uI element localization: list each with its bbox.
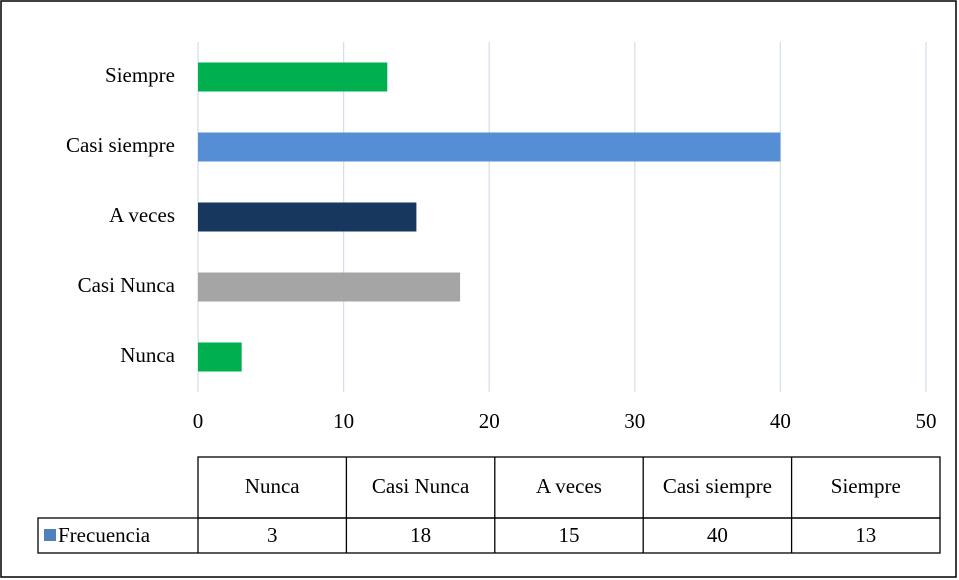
y-tick-label: A veces <box>109 203 175 227</box>
y-tick-label: Nunca <box>120 343 175 367</box>
table-header: Nunca <box>245 474 300 498</box>
bar <box>198 342 242 372</box>
bar <box>198 62 388 92</box>
table-header: A veces <box>536 474 602 498</box>
x-tick-label: 50 <box>916 409 937 433</box>
table-value: 40 <box>707 523 728 547</box>
y-tick-label: Siempre <box>105 63 175 87</box>
table-value: 3 <box>267 523 278 547</box>
table-value: 15 <box>559 523 580 547</box>
y-tick-label: Casi Nunca <box>78 273 176 297</box>
table-value: 13 <box>855 523 876 547</box>
table-value: 18 <box>410 523 431 547</box>
bar <box>198 202 417 232</box>
bar <box>198 132 781 162</box>
table-header: Casi Nunca <box>372 474 470 498</box>
y-tick-label: Casi siempre <box>66 133 175 157</box>
legend-swatch <box>44 529 56 541</box>
table-value-row <box>37 517 941 554</box>
x-tick-label: 20 <box>479 409 500 433</box>
table-header: Siempre <box>831 474 901 498</box>
bar <box>198 272 461 302</box>
table-header: Casi siempre <box>663 474 772 498</box>
x-tick-label: 0 <box>193 409 204 433</box>
x-tick-label: 10 <box>333 409 354 433</box>
x-tick-label: 40 <box>770 409 791 433</box>
x-tick-label: 30 <box>624 409 645 433</box>
legend-label: Frecuencia <box>58 523 151 547</box>
